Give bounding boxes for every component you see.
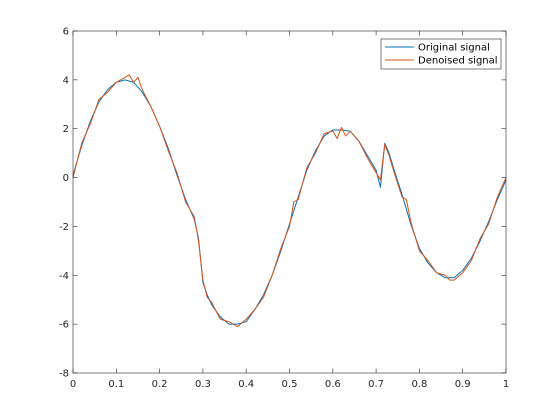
x-tick-label: 1 xyxy=(503,379,509,390)
y-tick-label: 2 xyxy=(63,124,69,135)
x-tick-label: 0.4 xyxy=(238,379,254,390)
x-tick-label: 0 xyxy=(70,379,76,390)
y-tick-label: 6 xyxy=(63,27,69,38)
x-tick-label: 0.2 xyxy=(152,379,168,390)
legend: Original signal Denoised signal xyxy=(380,38,502,70)
plot-area xyxy=(73,31,506,373)
x-tick-label: 0.9 xyxy=(455,379,471,390)
y-tick-label: -6 xyxy=(59,320,69,331)
x-tick-label: 0.1 xyxy=(108,379,124,390)
x-tick-label: 0.6 xyxy=(325,379,341,390)
x-tick-label: 0.7 xyxy=(368,379,384,390)
y-tick-label: -4 xyxy=(59,271,69,282)
legend-label-denoised: Denoised signal xyxy=(418,56,498,67)
y-tick-label: -2 xyxy=(59,222,69,233)
series-line-denoised xyxy=(72,74,507,328)
x-tick-label: 0.8 xyxy=(411,379,427,390)
y-tick-label: -8 xyxy=(59,369,69,380)
y-tick-label: 0 xyxy=(63,173,69,184)
legend-box xyxy=(380,38,502,70)
x-tick-label: 0.3 xyxy=(195,379,211,390)
y-tick-label: 4 xyxy=(63,75,69,86)
x-tick-label: 0.5 xyxy=(282,379,298,390)
legend-label-original: Original signal xyxy=(418,43,490,54)
